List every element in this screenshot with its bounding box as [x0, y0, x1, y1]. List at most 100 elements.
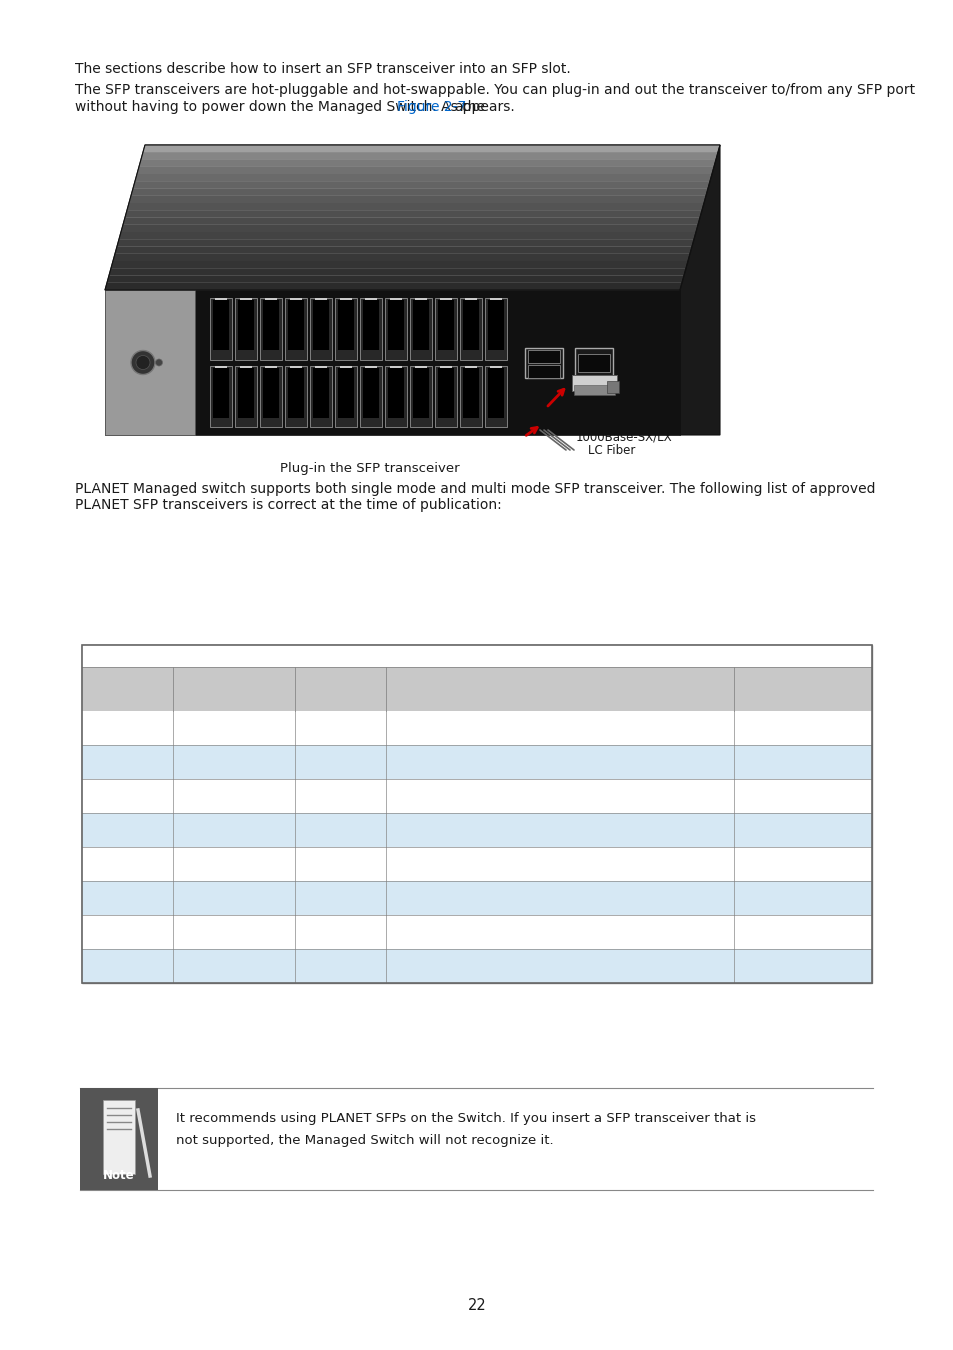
Text: 1000Mbps: 1000Mbps [306, 790, 375, 802]
Bar [288, 300, 304, 350]
Bar [390, 366, 401, 375]
Text: 1000Mbps: 1000Mbps [306, 756, 375, 768]
Bar [262, 367, 279, 417]
Bar [313, 367, 329, 417]
Bar [362, 367, 379, 417]
Text: Figure 2-7: Figure 2-7 [396, 100, 466, 113]
Bar [290, 366, 302, 375]
Text: LC, Multi-Mode (850nm) -220m/550m: LC, Multi-Mode (850nm) -220m/550m [435, 756, 684, 768]
Bar [410, 366, 432, 427]
Bar [606, 381, 618, 393]
Bar [339, 366, 352, 375]
Polygon shape [105, 290, 679, 435]
Text: 1: 1 [530, 390, 539, 404]
Polygon shape [125, 211, 701, 217]
Bar [490, 366, 501, 375]
Text: 1000Mbps: 1000Mbps [306, 824, 375, 837]
Bar [435, 298, 456, 359]
Bar [439, 298, 452, 308]
Bar [210, 298, 232, 359]
Text: 1000Mbps: 1000Mbps [306, 721, 375, 734]
Text: 1000Base-SX/LX: 1000Base-SX/LX [576, 431, 672, 443]
Bar [390, 298, 401, 308]
Bar [462, 367, 478, 417]
Bar [285, 366, 307, 427]
Bar [82, 645, 871, 983]
Bar [365, 366, 376, 375]
Text: 1000Base-LX: 1000Base-LX [191, 857, 277, 871]
Bar [335, 366, 356, 427]
Bar [82, 711, 871, 745]
Text: 1000Base-LX: 1000Base-LX [191, 824, 277, 837]
Bar [234, 298, 256, 359]
Bar [387, 300, 404, 350]
Bar [310, 298, 332, 359]
Polygon shape [105, 144, 720, 290]
Bar [240, 366, 252, 375]
Bar [314, 298, 327, 308]
Polygon shape [109, 269, 685, 275]
Bar [237, 367, 254, 417]
Text: The sections describe how to insert an SFP transceiver into an SFP slot.: The sections describe how to insert an S… [75, 62, 570, 76]
Polygon shape [117, 239, 693, 247]
Polygon shape [572, 375, 617, 391]
Bar [265, 298, 276, 308]
Bar [82, 779, 871, 813]
Polygon shape [115, 247, 691, 254]
Bar [82, 645, 871, 667]
Text: 1000Base-T: 1000Base-T [195, 721, 273, 734]
Text: appears.: appears. [454, 100, 515, 113]
Bar [464, 298, 476, 308]
Bar [337, 367, 354, 417]
Text: 1000Base-LX: 1000Base-LX [191, 891, 277, 904]
Bar [387, 367, 404, 417]
Bar [487, 300, 504, 350]
Bar [365, 298, 376, 308]
Bar [439, 366, 452, 375]
Text: 1000Mbps: 1000Mbps [306, 857, 375, 871]
Bar [313, 300, 329, 350]
Text: Plug-in the SFP transceiver: Plug-in the SFP transceiver [280, 462, 459, 475]
Text: 1000Mbps: 1000Mbps [306, 926, 375, 938]
Bar [82, 745, 871, 779]
Bar [359, 298, 381, 359]
Bar [260, 366, 282, 427]
Bar [82, 846, 871, 882]
Polygon shape [129, 196, 705, 202]
Bar [385, 298, 407, 359]
Bar [265, 366, 276, 375]
Bar [335, 298, 356, 359]
Bar [339, 298, 352, 308]
Bar [490, 298, 501, 308]
Polygon shape [111, 261, 687, 269]
Text: 1000Base-SX: 1000Base-SX [190, 756, 278, 768]
Bar [435, 366, 456, 427]
Polygon shape [135, 174, 711, 181]
Bar [310, 366, 332, 427]
Text: It recommends using PLANET SFPs on the Switch. If you insert a SFP transceiver t: It recommends using PLANET SFPs on the S… [175, 1112, 755, 1125]
Text: LC, Single Mode (1310nm) – 10km: LC, Single Mode (1310nm) – 10km [445, 824, 674, 837]
Text: LC, Single Mode (1310nm) – 30km: LC, Single Mode (1310nm) – 30km [445, 857, 674, 871]
Bar [464, 366, 476, 375]
Circle shape [155, 359, 162, 366]
Bar [260, 298, 282, 359]
Bar [359, 366, 381, 427]
Text: not supported, the Managed Switch will not recognize it.: not supported, the Managed Switch will n… [175, 1134, 553, 1148]
Polygon shape [121, 224, 698, 232]
Text: RJ-45 – 100m: RJ-45 – 100m [516, 721, 603, 734]
Bar [527, 350, 559, 363]
Text: 0℃~50℃: 0℃~50℃ [769, 857, 835, 871]
Text: LC, Single Mode (1550nm) – 120km: LC, Single Mode (1550nm) – 120km [441, 960, 678, 972]
Polygon shape [119, 232, 696, 239]
Text: LC, Single Mode (1550nm) – 70km: LC, Single Mode (1550nm) – 70km [445, 926, 674, 938]
Bar [82, 915, 871, 949]
Bar [415, 366, 427, 375]
Bar [82, 813, 871, 846]
Text: PLANET Managed switch supports both single mode and multi mode SFP transceiver. : PLANET Managed switch supports both sing… [75, 482, 875, 495]
Polygon shape [141, 153, 718, 159]
Polygon shape [137, 167, 713, 174]
Circle shape [136, 355, 150, 370]
Bar [82, 667, 871, 711]
Text: 0℃~50℃: 0℃~50℃ [769, 756, 835, 768]
Bar [82, 645, 871, 983]
